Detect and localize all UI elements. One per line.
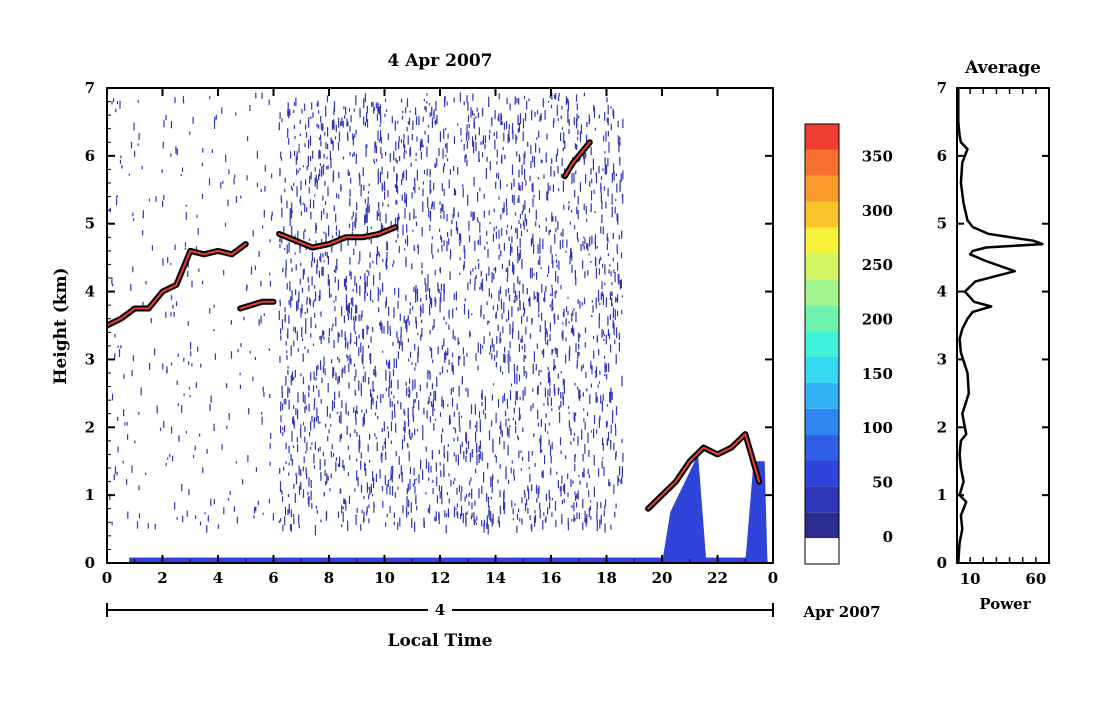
colorbar-tick-label: 200 bbox=[862, 311, 893, 329]
cloud-feature-core bbox=[647, 433, 761, 510]
colorbar-tick-label: 0 bbox=[883, 528, 893, 546]
y-tick-label: 6 bbox=[85, 147, 95, 165]
y-tick-label: 0 bbox=[85, 554, 95, 572]
x-tick-label: 6 bbox=[268, 569, 278, 587]
colorbar-cell bbox=[805, 331, 839, 357]
average-profile-panel: 0 1 2 3 4 5 6 7 10 60 Average Power bbox=[937, 58, 1050, 613]
x-tick-label: 8 bbox=[324, 569, 334, 587]
y-tick-label: 3 bbox=[85, 350, 95, 368]
y-axis-label: Height (km) bbox=[51, 267, 71, 384]
date-bar: 4 Apr 2007 bbox=[106, 600, 881, 621]
colorbar-cell bbox=[805, 227, 839, 254]
colorbar-cell bbox=[805, 253, 839, 280]
colorbar-cell bbox=[805, 408, 839, 435]
average-x-tick-label: 60 bbox=[1025, 570, 1046, 588]
cloud-feature-core bbox=[563, 141, 591, 178]
average-title: Average bbox=[964, 58, 1041, 78]
colorbar-cell bbox=[805, 305, 839, 332]
x-tick-label: 0 bbox=[102, 569, 112, 587]
colorbar: 0 50 100 150 200 250 300 350 bbox=[804, 123, 893, 565]
average-y-tick-label: 3 bbox=[937, 350, 947, 368]
colorbar-cell bbox=[805, 486, 839, 513]
x-tick-label: 10 bbox=[374, 569, 395, 587]
noise-speckle bbox=[109, 92, 624, 536]
colorbar-tick-label: 50 bbox=[872, 474, 893, 492]
colorbar-ticks: 0 50 100 150 200 250 300 350 bbox=[862, 148, 893, 546]
surface-return bbox=[129, 557, 768, 563]
average-x-tick-label: 10 bbox=[960, 570, 981, 588]
y-tick-label: 2 bbox=[85, 418, 95, 436]
average-y-tick-label: 6 bbox=[937, 147, 947, 165]
y-tick-label: 4 bbox=[85, 283, 95, 301]
colorbar-cell bbox=[805, 356, 839, 383]
x-tick-label: 20 bbox=[652, 569, 673, 587]
average-y-tick-label: 7 bbox=[937, 79, 947, 97]
average-y-tick-label: 0 bbox=[937, 554, 947, 572]
x-tick-label: 16 bbox=[541, 569, 562, 587]
average-series-line bbox=[957, 88, 1044, 563]
x-tick-label: 22 bbox=[707, 569, 728, 587]
date-bar-day: 4 bbox=[435, 601, 445, 619]
average-frame bbox=[956, 87, 1050, 564]
x-tick-label: 14 bbox=[485, 569, 506, 587]
cloud-feature-core bbox=[107, 243, 247, 327]
y-tick-label: 7 bbox=[85, 79, 95, 97]
x-axis-label: Local Time bbox=[388, 631, 493, 651]
average-y-tick-label: 5 bbox=[937, 215, 947, 233]
colorbar-cell bbox=[805, 279, 839, 306]
average-axis-ticks: 0 1 2 3 4 5 6 7 10 60 bbox=[937, 79, 1049, 588]
chart-title: 4 Apr 2007 bbox=[387, 51, 492, 71]
cloud-features bbox=[107, 139, 763, 512]
date-bar-month: Apr 2007 bbox=[803, 603, 881, 621]
cloud-feature bbox=[645, 431, 763, 512]
low-clutter bbox=[745, 461, 768, 563]
noise-field bbox=[109, 92, 768, 563]
colorbar-cell bbox=[805, 124, 839, 150]
colorbar-cell bbox=[805, 175, 839, 202]
colorbar-cell bbox=[805, 538, 839, 564]
colorbar-tick-label: 250 bbox=[862, 256, 893, 274]
average-y-tick-label: 1 bbox=[937, 486, 947, 504]
colorbar-tick-label: 100 bbox=[862, 419, 893, 437]
x-tick-label: 18 bbox=[596, 569, 617, 587]
y-tick-label: 5 bbox=[85, 215, 95, 233]
colorbar-cells bbox=[805, 124, 839, 564]
colorbar-frame bbox=[804, 123, 840, 565]
colorbar-cell bbox=[805, 382, 839, 409]
colorbar-cell bbox=[805, 512, 839, 539]
cloud-feature-core bbox=[278, 226, 397, 249]
x-tick-label: 4 bbox=[213, 569, 223, 587]
cloud-feature bbox=[276, 224, 399, 251]
colorbar-cell bbox=[805, 434, 839, 461]
average-x-label: Power bbox=[979, 595, 1031, 613]
colorbar-tick-label: 350 bbox=[862, 148, 893, 166]
average-profile-line bbox=[957, 88, 1044, 563]
low-clutter bbox=[662, 454, 707, 563]
colorbar-tick-label: 150 bbox=[862, 365, 893, 383]
colorbar-tick-label: 300 bbox=[862, 202, 893, 220]
average-y-tick-label: 4 bbox=[937, 283, 947, 301]
colorbar-cell bbox=[805, 149, 839, 176]
y-tick-label: 1 bbox=[85, 486, 95, 504]
colorbar-cell bbox=[805, 460, 839, 487]
x-tick-label: 0 bbox=[768, 569, 778, 587]
x-tick-label: 2 bbox=[157, 569, 167, 587]
average-y-tick-label: 2 bbox=[937, 418, 947, 436]
x-tick-label: 12 bbox=[430, 569, 451, 587]
cloud-feature-core bbox=[239, 300, 275, 310]
colorbar-cell bbox=[805, 201, 839, 228]
